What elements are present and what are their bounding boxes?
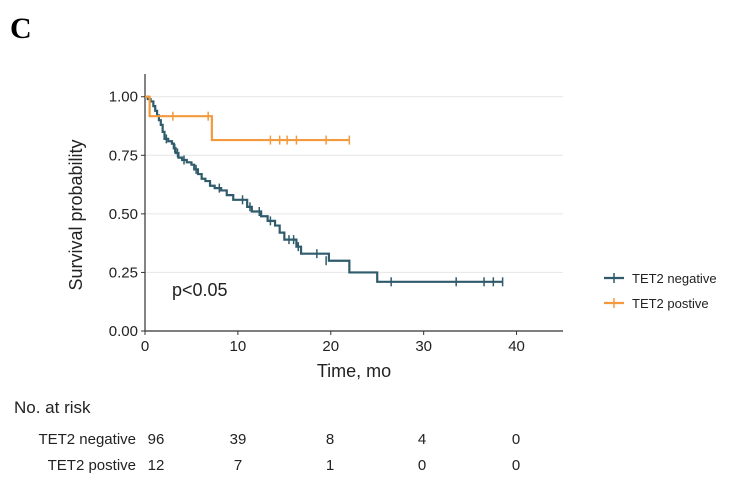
y-tick-label-1: 0.25 (109, 264, 138, 281)
risk-cell: 0 (512, 431, 520, 448)
risk-cell: 7 (234, 457, 242, 474)
series-layer (145, 95, 504, 287)
legend: TET2 negative TET2 postive (604, 271, 717, 311)
risk-row-label: TET2 postive (48, 457, 136, 474)
y-axis-label: Survival probability (66, 139, 86, 290)
y-tick-label-2: 0.50 (109, 206, 138, 223)
tick-labels: 0.00 0.25 0.50 0.75 1.00 0 10 20 30 40 (109, 89, 525, 355)
x-tick-label-4: 40 (508, 338, 525, 355)
km-curve-tet2-postive (145, 95, 350, 142)
risk-cell: 0 (418, 457, 426, 474)
grid-lines (145, 96, 563, 273)
y-tick-label-0: 0.00 (109, 323, 138, 340)
y-tick-label-3: 0.75 (109, 147, 138, 164)
panel-label: C (10, 12, 32, 45)
risk-row-label: TET2 negative (38, 431, 136, 448)
x-tick-label-2: 20 (322, 338, 339, 355)
p-value-annotation: p<0.05 (172, 280, 228, 300)
legend-label-tet2-postive: TET2 postive (632, 296, 709, 311)
y-tick-label-4: 1.00 (109, 89, 138, 106)
risk-cell: 8 (326, 431, 334, 448)
risk-table-title: No. at risk (14, 398, 91, 417)
risk-table: No. at risk TET2 negative 96 39 8 4 0 TET2 pos… (14, 398, 520, 474)
risk-cell: 39 (230, 431, 247, 448)
legend-label-tet2-negative: TET2 negative (632, 271, 717, 286)
risk-cell: 12 (148, 457, 165, 474)
x-axis-label: Time, mo (317, 361, 391, 381)
km-curve-tet2-negative (145, 95, 503, 283)
risk-cell: 96 (148, 431, 165, 448)
axes (141, 74, 563, 335)
risk-cell: 1 (326, 457, 334, 474)
risk-cell: 4 (418, 431, 426, 448)
risk-cell: 0 (512, 457, 520, 474)
x-tick-label-0: 0 (141, 338, 149, 355)
x-tick-label-1: 10 (230, 338, 247, 355)
x-tick-label-3: 30 (415, 338, 432, 355)
